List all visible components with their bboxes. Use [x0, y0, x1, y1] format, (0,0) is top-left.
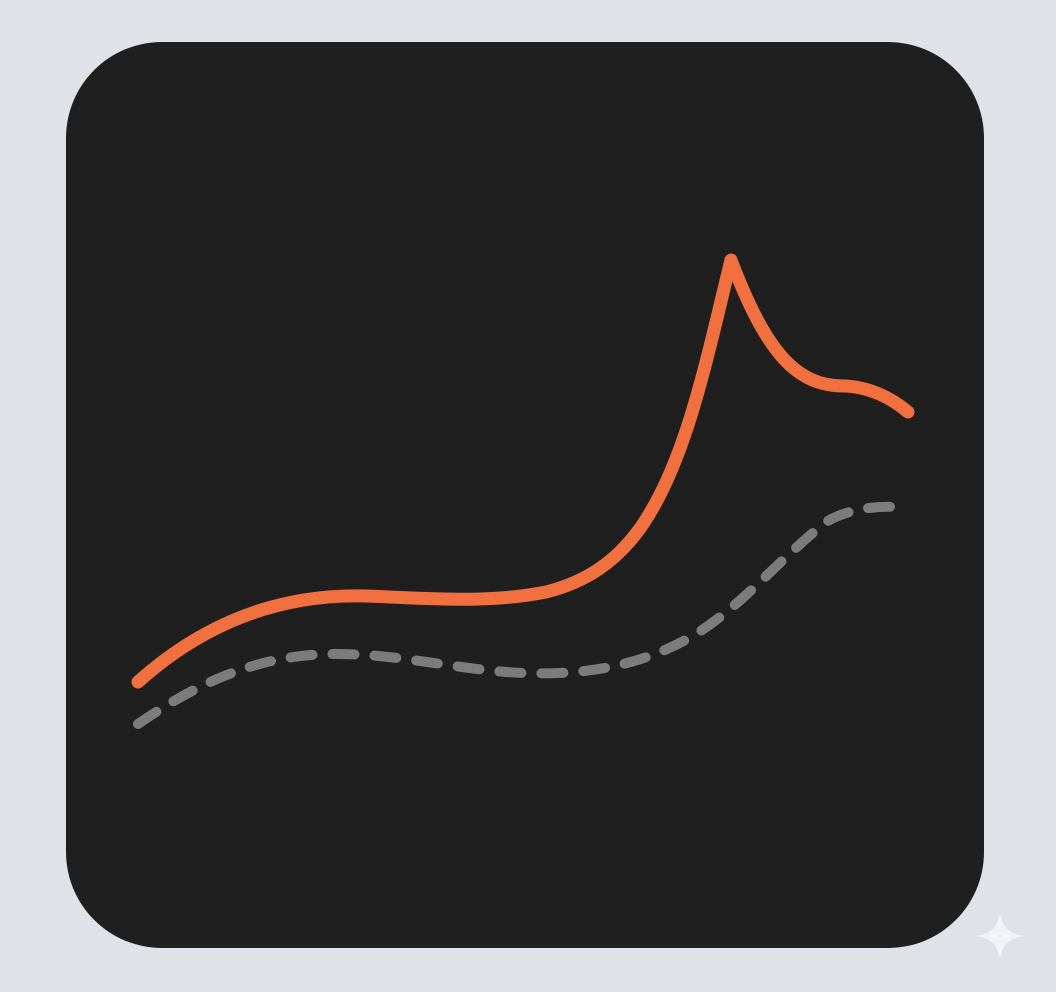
trend-chart-icon [66, 42, 984, 948]
dashed-baseline-line [133, 501, 913, 729]
tile-background [66, 42, 984, 948]
sparkle-icon [976, 912, 1024, 960]
app-icon-tile [66, 42, 984, 948]
trend-line [131, 253, 915, 689]
